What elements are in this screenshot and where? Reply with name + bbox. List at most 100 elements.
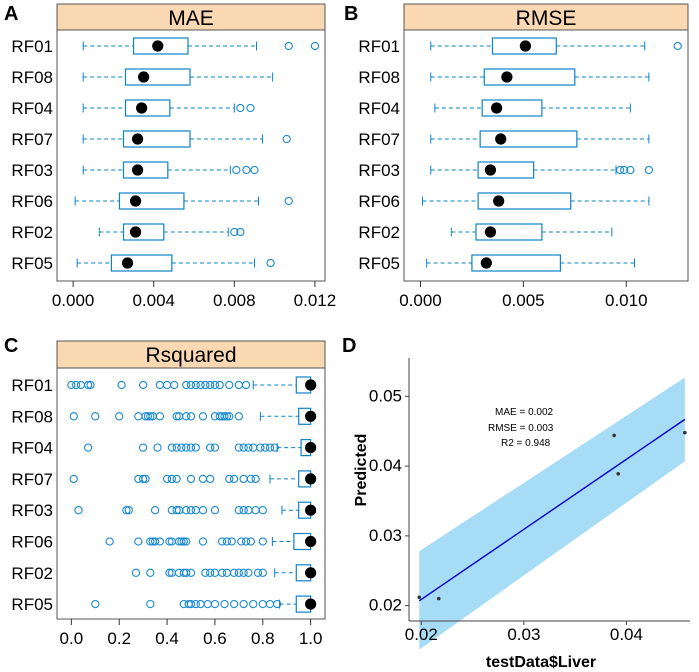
category-label-rf05: RF05 [358, 254, 400, 273]
outlier-rf06-6 [165, 537, 174, 546]
outlier-rf05-13 [258, 599, 267, 609]
outlier-rf03-14 [244, 506, 253, 515]
outlier-rf06-1 [134, 537, 143, 546]
outlier-rf05-7 [203, 599, 212, 609]
outlier-rf07-0 [69, 474, 78, 484]
outlier-rf06-19 [258, 537, 267, 546]
panel-c: C Rsquared RF01RF08RF04RF07RF03RF06RF02R… [4, 335, 326, 648]
median-dot-rf07 [495, 133, 507, 145]
outlier-rf03-13 [239, 506, 248, 515]
outlier-rf01-12 [191, 380, 200, 390]
outlier-rf07-10 [225, 474, 234, 484]
plot-frame-a [56, 29, 326, 282]
outlier-rf01-1 [310, 41, 320, 51]
category-label-rf02: RF02 [358, 223, 400, 242]
median-dot-rf03 [305, 504, 317, 516]
outlier-rf07-0 [282, 134, 291, 144]
box-rf06 [477, 192, 572, 210]
x-tick-label-3: 0.012 [294, 291, 337, 310]
outlier-rf04-0 [236, 103, 245, 113]
outlier-rf01-13 [196, 380, 205, 390]
outlier-rf02-13 [229, 568, 239, 577]
outlier-rf04-0 [83, 443, 93, 452]
category-label-rf04: RF04 [358, 99, 400, 118]
outlier-rf08-9 [172, 412, 181, 421]
outlier-rf01-8 [162, 380, 172, 390]
outlier-rf07-9 [205, 474, 215, 484]
outlier-rf04-12 [239, 443, 248, 452]
outlier-rf01-3 [83, 380, 93, 390]
d-y-tick-label-2: 0.04 [369, 456, 402, 475]
outlier-rf06-4 [150, 537, 160, 546]
outlier-rf04-1 [138, 443, 148, 452]
outlier-rf03-8 [186, 506, 196, 515]
outlier-rf03-0 [615, 165, 625, 175]
outlier-rf04-13 [244, 443, 253, 452]
outlier-rf03-7 [182, 506, 191, 515]
outlier-rf05-14 [265, 599, 275, 609]
box-rf03 [122, 161, 169, 179]
outlier-rf01-17 [215, 380, 224, 390]
outlier-rf08-18 [222, 412, 232, 421]
panel-letter-d: D [342, 335, 356, 357]
x-tick-label-0: 0.0 [60, 629, 84, 648]
outlier-rf03-0 [232, 165, 241, 175]
x-tick-label-1: 0.005 [502, 291, 545, 310]
median-dot-rf04 [136, 102, 148, 114]
category-label-rf05: RF05 [11, 595, 53, 614]
data-point-3 [616, 472, 621, 476]
plot-frame-b [403, 29, 689, 282]
outlier-rf04-11 [234, 443, 244, 452]
outlier-rf01-7 [155, 380, 165, 390]
box-rf05 [110, 254, 173, 272]
outlier-rf07-5 [167, 474, 177, 484]
median-dot-rf05 [121, 257, 134, 269]
outlier-rf07-8 [198, 474, 208, 484]
outlier-rf04-10 [210, 443, 220, 452]
data-point-2 [612, 433, 616, 438]
outlier-rf08-19 [225, 412, 234, 421]
x-tick-label-1: 0.2 [107, 629, 131, 648]
median-dot-rf01 [519, 40, 532, 52]
d-y-tick-label-1: 0.03 [369, 526, 402, 545]
outlier-rf04-5 [177, 443, 186, 452]
median-dot-rf04 [305, 442, 317, 454]
outlier-rf04-9 [205, 443, 215, 452]
median-dot-rf05 [305, 598, 317, 610]
outlier-rf02-10 [210, 568, 220, 577]
outlier-rf01-0 [673, 41, 682, 51]
outlier-rf07-12 [239, 474, 248, 484]
outlier-rf02-9 [205, 568, 215, 577]
outlier-rf06-5 [155, 537, 165, 546]
x-tick-label-2: 0.008 [213, 291, 256, 310]
plot-area-b: RF01 RF08 RF04 RF07 RF03 RF06 RF02 RF05 0.000 0.0… [358, 37, 682, 310]
outlier-rf06-0 [105, 537, 114, 546]
outlier-rf02-16 [244, 568, 253, 577]
category-label-rf03: RF03 [358, 161, 400, 180]
annotation-rmse: RMSE = 0.003 [488, 423, 554, 434]
outlier-rf01-1 [71, 380, 81, 390]
outlier-rf07-4 [162, 474, 172, 484]
outlier-rf01-15 [205, 380, 215, 390]
plot-area-c: RF01 RF08 RF04 RF07 RF03 RF06 RF02 RF05 0.0 0.2 0.… [11, 376, 322, 648]
outlier-rf08-11 [182, 412, 191, 421]
outlier-rf02-14 [234, 568, 244, 577]
outlier-rf08-0 [69, 412, 78, 421]
outlier-rf01-6 [138, 380, 148, 390]
confidence-band [419, 377, 685, 650]
panel-letter-c: C [4, 335, 18, 357]
outlier-rf08-17 [220, 412, 229, 421]
category-label-rf07: RF07 [11, 130, 53, 149]
outlier-rf03-2 [626, 165, 635, 175]
outlier-rf01-14 [201, 380, 210, 390]
outlier-rf08-12 [186, 412, 196, 421]
outlier-rf08-13 [198, 412, 208, 421]
category-label-rf04: RF04 [11, 439, 53, 458]
outlier-rf02-1 [146, 568, 155, 577]
strip-title-mae: MAE [168, 7, 214, 30]
outlier-rf08-20 [234, 412, 244, 421]
category-label-rf08: RF08 [11, 68, 53, 87]
outlier-rf03-11 [210, 506, 220, 515]
outlier-rf04-8 [191, 443, 200, 452]
